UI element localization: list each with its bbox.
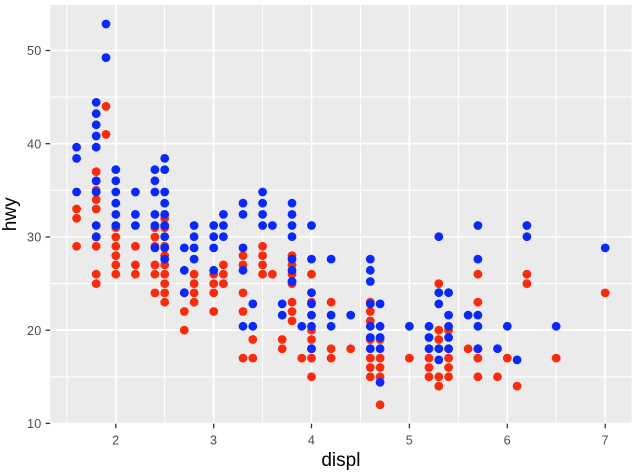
- svg-text:5: 5: [406, 433, 413, 447]
- svg-text:20: 20: [27, 324, 42, 338]
- svg-text:7: 7: [602, 433, 609, 447]
- svg-text:50: 50: [27, 44, 42, 58]
- svg-text:30: 30: [27, 231, 42, 245]
- svg-text:6: 6: [504, 433, 511, 447]
- svg-text:40: 40: [27, 137, 42, 151]
- svg-text:10: 10: [27, 417, 42, 431]
- svg-text:3: 3: [210, 433, 217, 447]
- svg-text:displ: displ: [321, 450, 360, 471]
- svg-text:2: 2: [112, 433, 119, 447]
- svg-text:4: 4: [308, 433, 315, 447]
- svg-text:hwy: hwy: [0, 197, 21, 231]
